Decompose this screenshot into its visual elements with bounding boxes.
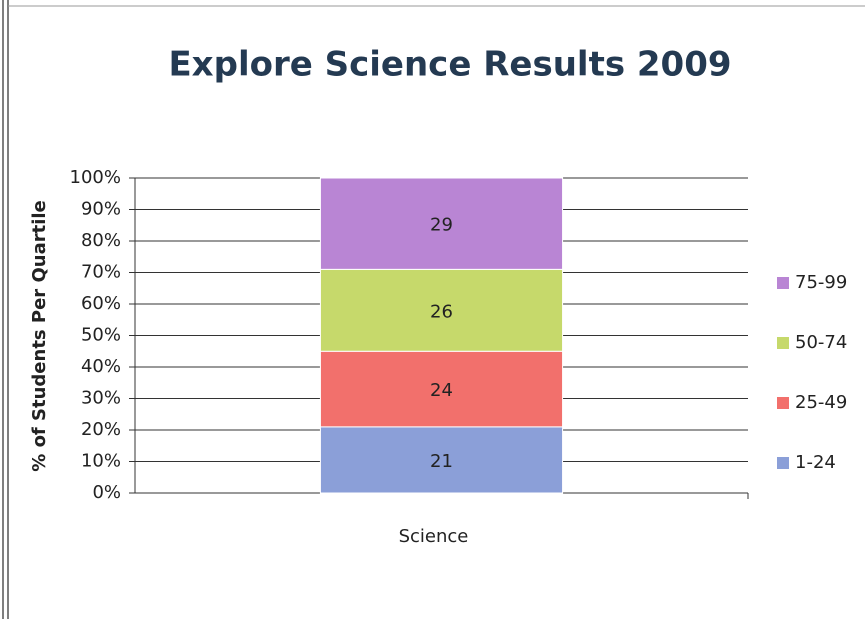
data-label: 21 bbox=[430, 451, 453, 472]
y-tick-label: 100% bbox=[70, 167, 121, 188]
x-tick-label: Science bbox=[399, 526, 469, 547]
y-tick-label: 80% bbox=[81, 230, 121, 251]
legend-swatch bbox=[777, 457, 789, 469]
data-label: 24 bbox=[430, 380, 453, 401]
legend-label: 75-99 bbox=[795, 272, 847, 293]
legend-label: 25-49 bbox=[795, 392, 847, 413]
legend-swatch bbox=[777, 277, 789, 289]
y-tick-label: 50% bbox=[81, 325, 121, 346]
y-tick-label: 60% bbox=[81, 293, 121, 314]
bar-segment bbox=[319, 426, 564, 494]
y-tick-label: 10% bbox=[81, 451, 121, 472]
data-label: 29 bbox=[430, 215, 453, 236]
legend-label: 50-74 bbox=[795, 332, 847, 353]
data-label: 26 bbox=[430, 301, 453, 322]
bar-segment bbox=[319, 177, 564, 270]
bar-segment bbox=[319, 268, 564, 352]
y-axis-label: % of Students Per Quartile bbox=[29, 200, 50, 471]
y-tick-label: 90% bbox=[81, 199, 121, 220]
legend-swatch bbox=[777, 397, 789, 409]
y-tick-label: 40% bbox=[81, 356, 121, 377]
y-tick-label: 20% bbox=[81, 419, 121, 440]
legend-label: 1-24 bbox=[795, 452, 836, 473]
y-tick-label: 30% bbox=[81, 388, 121, 409]
bar-segment bbox=[319, 350, 564, 428]
y-tick-label: 70% bbox=[81, 262, 121, 283]
legend-swatch bbox=[777, 337, 789, 349]
chart-title: Explore Science Results 2009 bbox=[168, 45, 731, 85]
y-tick-label: 0% bbox=[92, 482, 121, 503]
